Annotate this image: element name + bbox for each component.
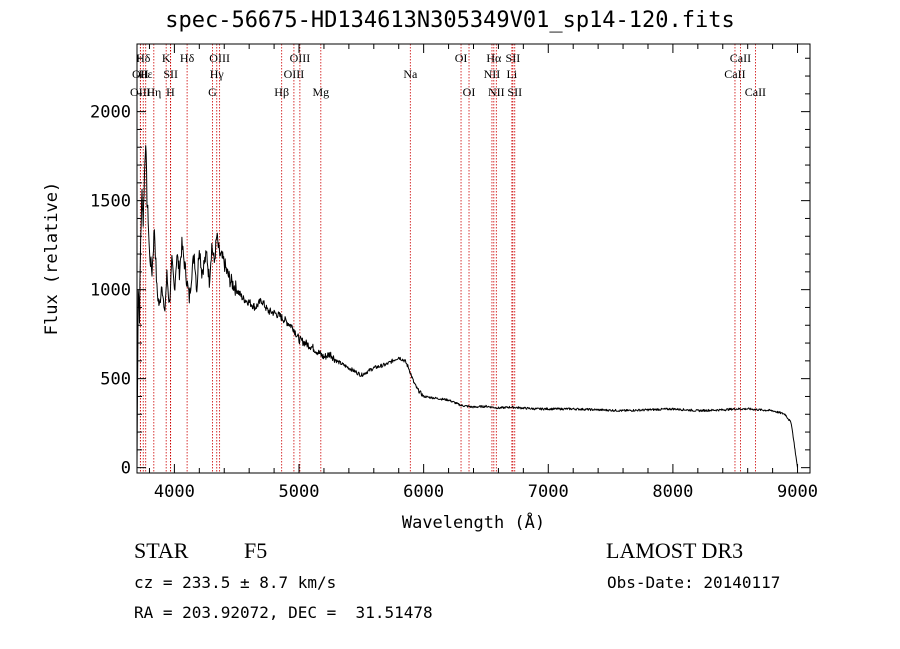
line-label: G [208, 85, 217, 99]
line-label: OI [455, 51, 468, 65]
x-tick-label: 7000 [528, 482, 569, 502]
plot-frame [136, 43, 811, 474]
line-label: OII [132, 67, 149, 81]
x-tick-label: 4000 [154, 482, 195, 502]
object-class: STAR [134, 538, 189, 563]
line-label: NII [488, 85, 505, 99]
coordinates: RA = 203.92072, DEC = 31.51478 [134, 603, 433, 622]
x-axis-ticks: 4000 5000 6000 7000 8000 9000 [148, 44, 818, 502]
emission-line-labels: Hδ OII OIII Hε Hη K SII H Hδ OIII Hγ G Hβ OIII OIII Mg N… [130, 51, 766, 99]
line-label: SII [506, 51, 521, 65]
emission-line-markers [139, 44, 756, 473]
line-label: Hα [486, 51, 502, 65]
line-label: NII [484, 67, 501, 81]
y-axis-ticks: 0 500 1000 1500 2000 [90, 57, 810, 479]
line-label: H [166, 85, 175, 99]
line-label: OIII [209, 51, 230, 65]
line-label: Hβ [274, 85, 289, 99]
line-label: Hη [146, 85, 161, 99]
y-axis-label: Flux (relative) [42, 182, 62, 336]
line-label: Li [507, 67, 518, 81]
line-label: OIII [290, 51, 311, 65]
line-label: CaII [730, 51, 751, 65]
y-tick-label: 2000 [90, 103, 131, 123]
line-label: OIII [284, 67, 305, 81]
y-tick-label: 1500 [90, 192, 131, 212]
line-label: K [162, 51, 171, 65]
line-label: OI [463, 85, 476, 99]
line-label: Hδ [136, 51, 151, 65]
x-tick-label: 8000 [652, 482, 693, 502]
y-tick-label: 0 [121, 459, 131, 479]
y-tick-label: 500 [100, 370, 131, 390]
redshift-velocity: cz = 233.5 ± 8.7 km/s [134, 573, 337, 592]
line-label: CaII [724, 67, 745, 81]
survey-name: LAMOST DR3 [606, 538, 744, 563]
line-label: Hε [139, 67, 153, 81]
line-label: CaII [745, 85, 766, 99]
chart-title: spec-56675-HD134613N305349V01_sp14-120.f… [165, 8, 735, 33]
x-axis-label: Wavelength (Å) [402, 511, 545, 533]
x-tick-label: 6000 [403, 482, 444, 502]
line-label: Hδ [180, 51, 195, 65]
object-subclass: F5 [244, 538, 268, 563]
line-label: SII [163, 67, 178, 81]
spectrum-series-line [136, 145, 798, 468]
observation-date: Obs-Date: 20140117 [607, 573, 781, 592]
line-label: Mg [312, 85, 329, 99]
line-label: OIII [130, 85, 151, 99]
y-tick-label: 1000 [90, 281, 131, 301]
x-tick-label: 5000 [279, 482, 320, 502]
line-label: Hγ [210, 67, 225, 81]
line-label: SII [507, 85, 522, 99]
line-label: Na [403, 67, 418, 81]
x-tick-label: 9000 [777, 482, 818, 502]
